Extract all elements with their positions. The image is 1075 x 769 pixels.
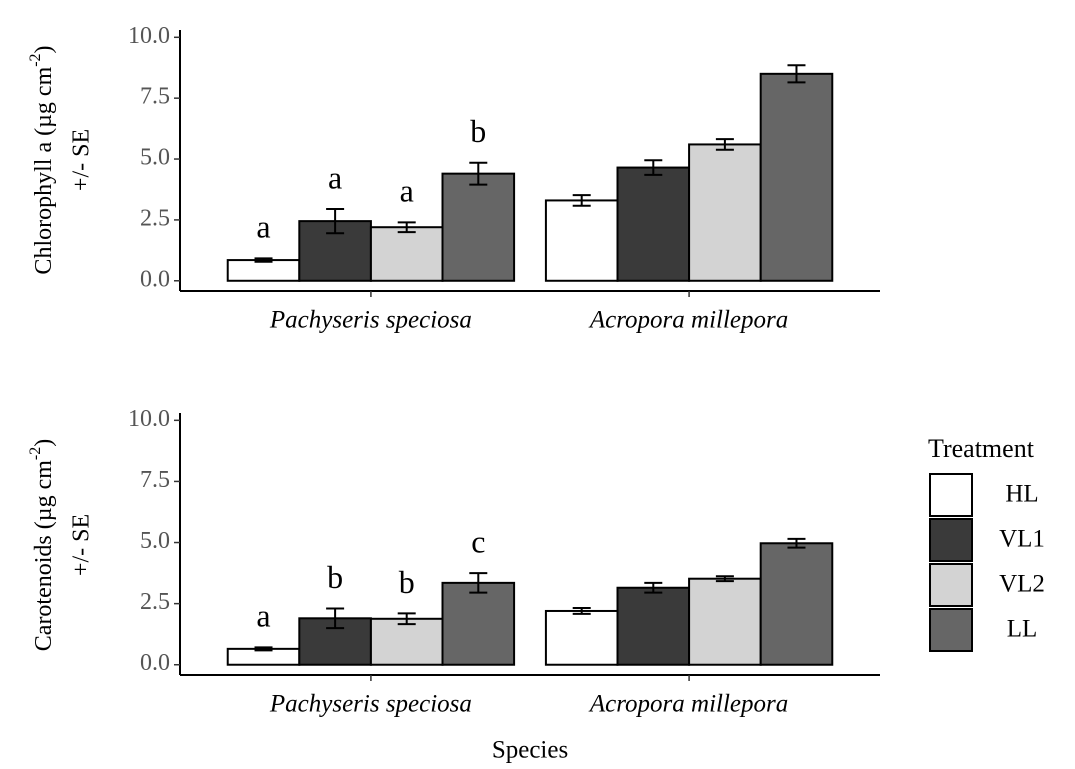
bar <box>688 143 762 282</box>
y-axis-label: Chlorophyll a (µg cm-2) <box>27 45 57 274</box>
y-tick-label: 7.5 <box>140 84 170 110</box>
x-axis-label: Species <box>492 737 568 764</box>
y-label-superscript: -2 <box>27 53 44 66</box>
error-bar <box>326 607 345 630</box>
y-tick-label: 2.5 <box>140 589 170 615</box>
bar <box>441 581 516 666</box>
significance-letter: c <box>471 523 485 559</box>
y-label-close: ) <box>31 45 57 53</box>
y-axis-label: Carotenoids (µg cm-2) <box>27 439 57 651</box>
error-bar <box>397 612 416 626</box>
y-tick-label: 5.0 <box>140 145 170 171</box>
bar <box>688 577 762 666</box>
x-tick-label: Pachyseris speciosa <box>269 307 472 334</box>
x-tick-label: Acropora millepora <box>588 307 788 334</box>
bar <box>616 586 691 666</box>
significance-letter: b <box>470 113 486 149</box>
legend-key <box>929 518 973 562</box>
error-bar <box>397 221 416 234</box>
error-bar <box>572 607 591 615</box>
error-bar <box>715 575 734 583</box>
legend-title: Treatment <box>928 434 1035 463</box>
error-bar <box>469 572 488 594</box>
legend-label: LL <box>1007 616 1038 643</box>
error-bar <box>254 646 273 652</box>
bar <box>616 166 691 282</box>
error-bar <box>787 64 806 84</box>
legend-label: VL1 <box>999 526 1045 553</box>
significance-letter: b <box>399 564 415 600</box>
error-bar <box>254 257 273 263</box>
bar <box>369 226 444 282</box>
significance-letter: a <box>256 598 270 634</box>
y-label-superscript: -2 <box>27 447 44 460</box>
legend-label: HL <box>1005 481 1038 508</box>
legend-label: VL2 <box>999 571 1045 598</box>
y-label-text: Carotenoids (µg cm <box>31 460 57 651</box>
y-tick-label: 10.0 <box>128 23 170 49</box>
y-tick-label: 5.0 <box>140 528 170 554</box>
significance-letter: a <box>400 173 414 209</box>
error-bar <box>715 138 734 151</box>
error-bar <box>469 161 488 186</box>
legend-key <box>929 563 973 607</box>
y-label-text: Chlorophyll a (µg cm <box>31 66 57 274</box>
significance-letter: a <box>256 209 270 245</box>
y-tick-label: 2.5 <box>140 205 170 231</box>
y-tick-label: 10.0 <box>128 406 170 432</box>
bar <box>441 172 516 282</box>
error-bar <box>326 207 345 235</box>
error-bar <box>644 581 663 594</box>
bar <box>226 259 301 282</box>
significance-letter: a <box>328 159 342 195</box>
x-tick-label: Acropora millepora <box>588 691 788 718</box>
bar <box>759 542 834 666</box>
error-bar <box>644 159 663 176</box>
bar <box>759 72 834 282</box>
y-axis-label-line2: +/- SE <box>69 129 95 191</box>
y-tick-label: 0.0 <box>140 266 170 292</box>
bar <box>544 609 619 666</box>
y-axis-label-line2: +/- SE <box>69 514 95 576</box>
error-bar <box>572 194 591 207</box>
error-bar <box>787 537 806 549</box>
legend-key <box>929 473 973 517</box>
legend-key <box>929 608 973 652</box>
significance-letter: b <box>327 559 343 595</box>
bar <box>544 199 619 282</box>
y-tick-label: 0.0 <box>140 650 170 676</box>
y-tick-label: 7.5 <box>140 467 170 493</box>
y-label-close: ) <box>31 439 57 447</box>
x-tick-label: Pachyseris speciosa <box>269 691 472 718</box>
bar <box>369 617 444 666</box>
